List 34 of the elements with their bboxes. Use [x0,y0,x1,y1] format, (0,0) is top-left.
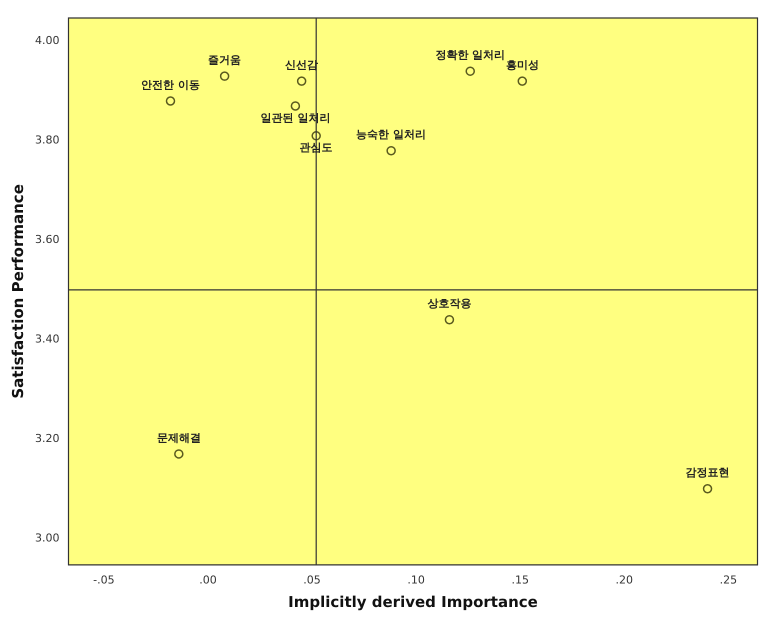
x-tick-label: .00 [199,573,217,586]
point [465,66,475,76]
annotation: 감정표현 [686,466,730,480]
point [290,101,300,111]
point [702,484,712,494]
y-tick-label: 3.20 [34,432,60,445]
x-tick-label: .10 [407,573,425,586]
point [166,96,176,106]
annotation: 안전한 이동 [141,78,200,92]
annotation: 문제해결 [156,431,201,444]
x-tick-label: .20 [616,573,634,586]
point [296,76,306,86]
annotation: 정확한 일처리 [435,48,506,62]
point [444,314,454,324]
x-tick-label: -.05 [93,573,115,586]
y-tick-label: 3.40 [34,332,60,346]
point [311,131,321,141]
x-tick-label: .05 [303,573,321,586]
annotation: 즐거움 [208,54,242,67]
y-axis-title: Satisfaction Performance [8,184,27,399]
x-tick-label: .25 [720,573,738,586]
x-axis-title: Implicitly derived Importance [288,592,538,611]
annotation: 능숙한 일처리 [356,128,426,142]
y-tick-label: 3.00 [34,531,60,544]
x-tick-label: .15 [511,573,529,586]
annotation: 상호작용 [427,297,472,310]
point [386,146,396,156]
point [174,449,184,459]
annotation: 흥미성 [506,58,539,72]
y-tick-label: 4.00 [34,34,60,48]
point [518,76,528,86]
y-tick-label: 3.80 [34,134,60,147]
y-tick-label: 3.60 [34,233,60,246]
point [220,71,230,81]
